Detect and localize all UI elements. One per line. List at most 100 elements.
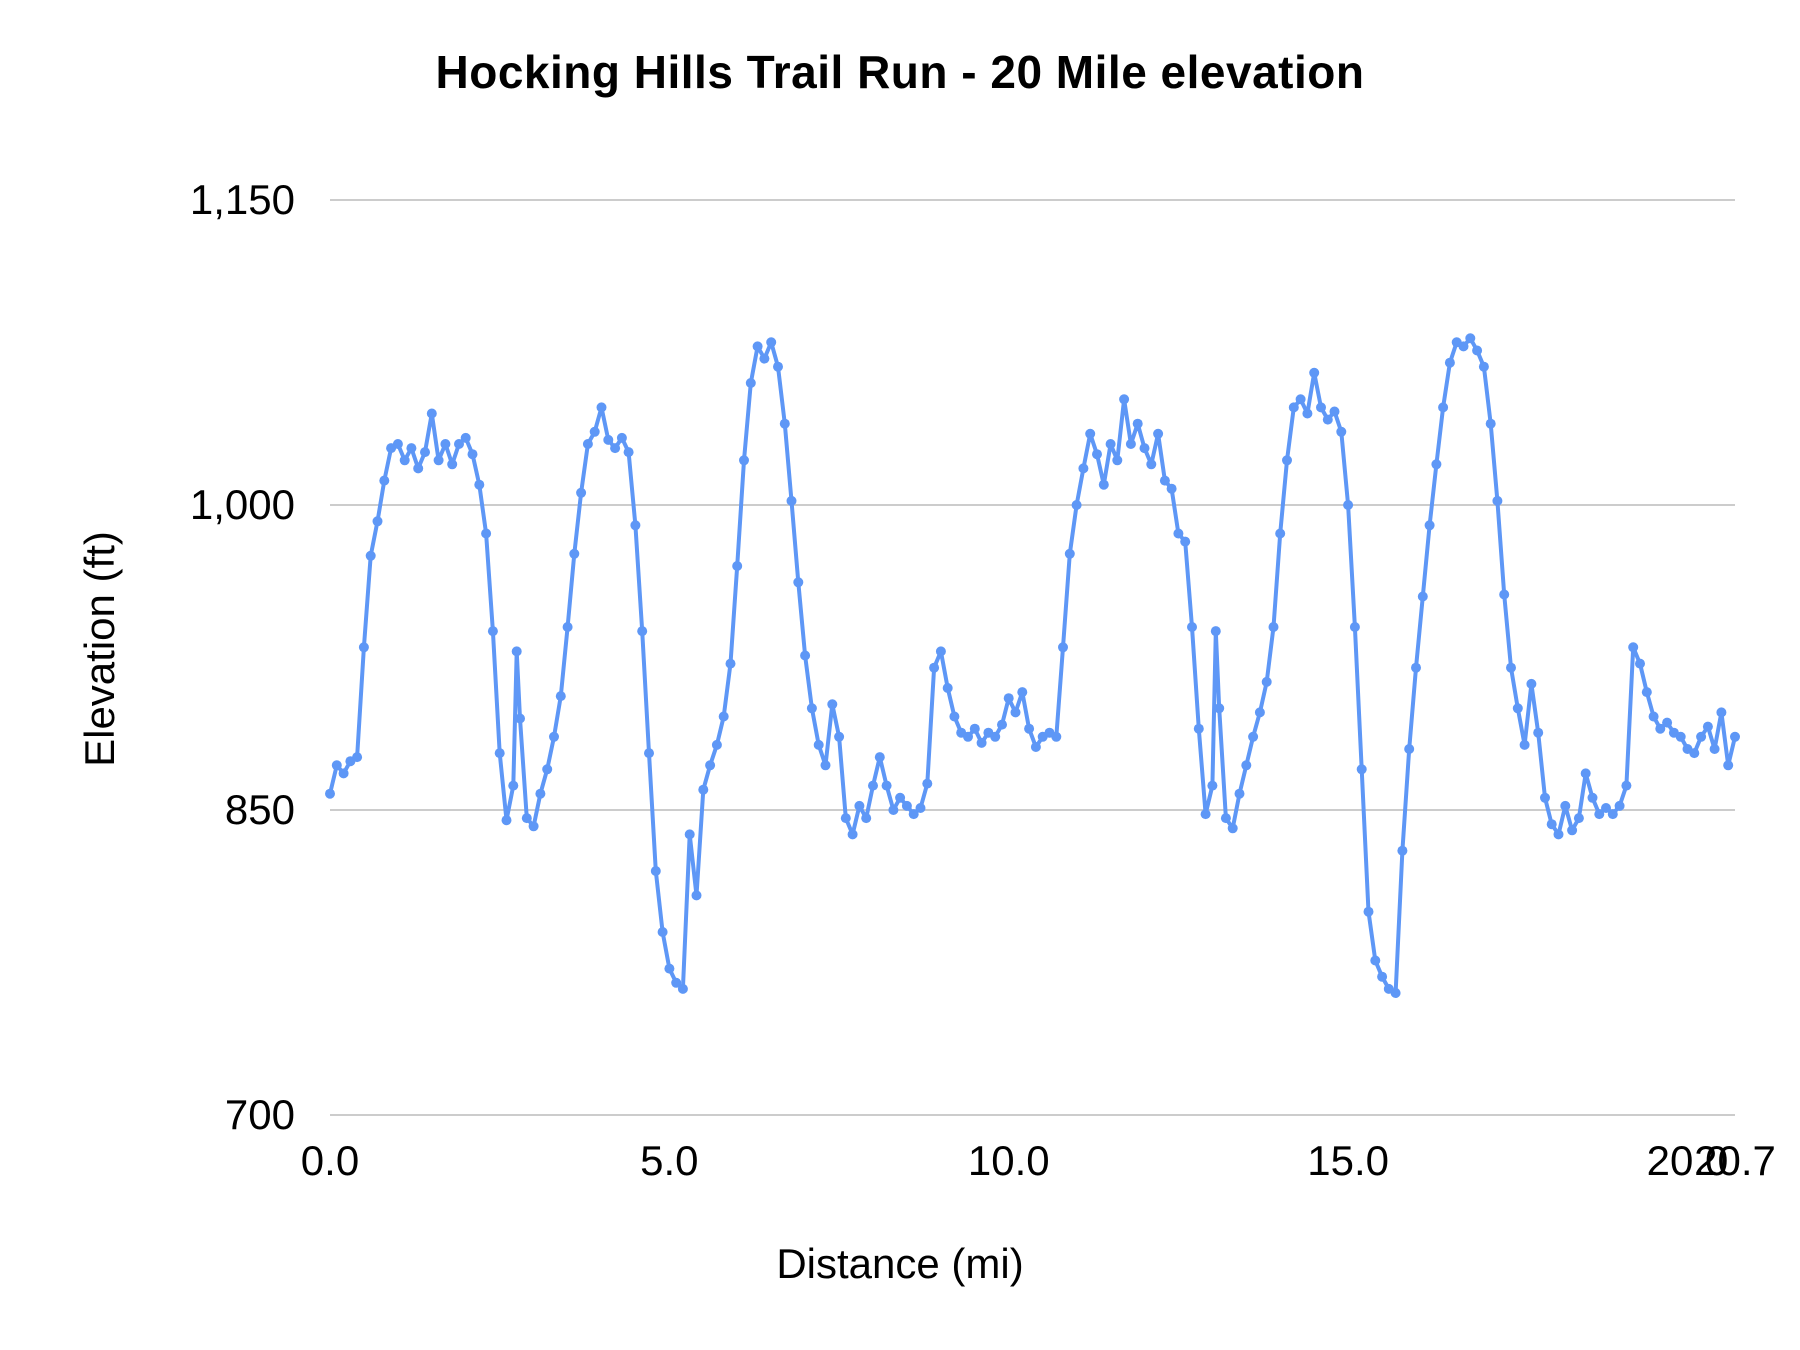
data-point [392, 439, 403, 449]
data-point [1506, 662, 1516, 673]
x-tick-label: 5.0 [640, 1137, 699, 1184]
data-point [637, 626, 648, 637]
data-point [1349, 622, 1360, 632]
data-point [1709, 744, 1720, 754]
data-point [1648, 711, 1659, 722]
data-point [542, 764, 553, 775]
data-point [1540, 792, 1550, 803]
data-point [677, 983, 688, 994]
data-point [874, 752, 885, 763]
data-point [1675, 731, 1686, 742]
data-point [1180, 536, 1191, 547]
data-point [1560, 800, 1571, 811]
data-point [630, 520, 641, 531]
data-point [467, 449, 478, 460]
data-point [1173, 528, 1184, 539]
data-point [1309, 367, 1320, 378]
data-point [718, 711, 729, 722]
data-point [1132, 418, 1143, 429]
data-point [474, 479, 485, 490]
data-point [1030, 742, 1041, 752]
data-point [1343, 500, 1354, 510]
data-point [834, 731, 845, 742]
data-point [901, 800, 912, 811]
data-point [644, 748, 654, 759]
data-point [1051, 731, 1062, 742]
data-point [1261, 676, 1272, 687]
data-point [1519, 739, 1530, 750]
data-point [528, 821, 539, 832]
data-point [793, 577, 804, 588]
data-point [786, 495, 797, 506]
data-point [949, 711, 960, 722]
data-point [1621, 780, 1632, 791]
data-point [1003, 693, 1014, 704]
data-point [1234, 788, 1245, 799]
data-point [487, 626, 498, 637]
data-point [1187, 622, 1197, 632]
data-point [358, 642, 369, 653]
data-point [460, 432, 471, 443]
data-point [1594, 809, 1605, 820]
data-point [1723, 760, 1734, 771]
data-point [1370, 955, 1381, 966]
data-point [671, 977, 682, 988]
data-point [1444, 357, 1455, 368]
data-point [827, 699, 838, 710]
data-point [684, 829, 695, 840]
data-point [1112, 455, 1123, 466]
data-point [420, 447, 430, 458]
data-point [515, 713, 525, 724]
data-point [555, 691, 566, 702]
data-point [1193, 723, 1204, 734]
data-point [589, 426, 600, 437]
data-point [1295, 394, 1306, 405]
data-point [1696, 731, 1707, 742]
data-point [1431, 459, 1442, 470]
data-point [433, 455, 444, 466]
data-point [325, 788, 335, 799]
data-point [1010, 707, 1021, 718]
data-point [1580, 768, 1591, 779]
data-point [766, 337, 777, 348]
data-point [1411, 662, 1421, 673]
data-point [494, 748, 505, 759]
data-point [331, 760, 342, 771]
data-point [1092, 449, 1102, 460]
data-point [888, 805, 899, 815]
data-point [969, 723, 980, 734]
data-point [1064, 548, 1075, 559]
data-point [440, 439, 451, 449]
data-point [610, 443, 621, 454]
x-tick-label: 10.0 [967, 1137, 1050, 1184]
data-point [664, 963, 675, 974]
data-point [698, 784, 709, 795]
data-point [372, 516, 383, 527]
data-point [1356, 764, 1367, 775]
data-point [1465, 333, 1476, 344]
data-point [399, 455, 410, 466]
data-point [1499, 589, 1510, 600]
data-point [942, 683, 953, 693]
data-point [935, 646, 946, 657]
data-point [1607, 809, 1618, 820]
data-point [752, 341, 763, 352]
data-point [1424, 520, 1435, 531]
data-point [1587, 792, 1598, 803]
data-point [1058, 642, 1068, 653]
data-point [1254, 707, 1265, 718]
data-point [1716, 707, 1727, 718]
data-point [1220, 813, 1231, 824]
data-point [732, 561, 743, 571]
data-point [1377, 971, 1388, 982]
data-point [562, 622, 573, 632]
data-point [1017, 687, 1028, 698]
y-tick-label: 1,000 [189, 481, 295, 528]
data-point [1288, 402, 1299, 413]
data-point [779, 418, 790, 429]
data-point [806, 703, 817, 714]
data-point [725, 658, 736, 669]
data-point [1119, 394, 1130, 405]
data-point [569, 548, 580, 559]
